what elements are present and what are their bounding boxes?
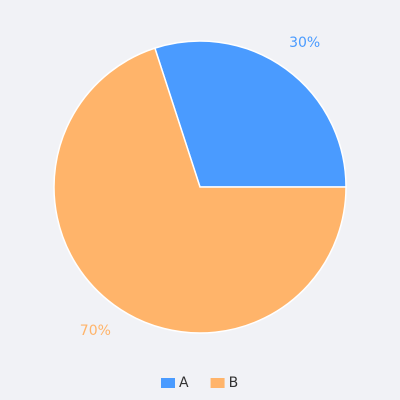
slice-label: 30%	[289, 35, 320, 51]
legend-label: B	[229, 375, 239, 391]
legend-label: A	[179, 375, 189, 391]
slice-label: 70%	[80, 323, 111, 339]
legend-swatch	[161, 378, 175, 388]
pie-slice	[153, 40, 347, 188]
legend-swatch	[210, 378, 225, 388]
pie-slice	[53, 47, 347, 334]
